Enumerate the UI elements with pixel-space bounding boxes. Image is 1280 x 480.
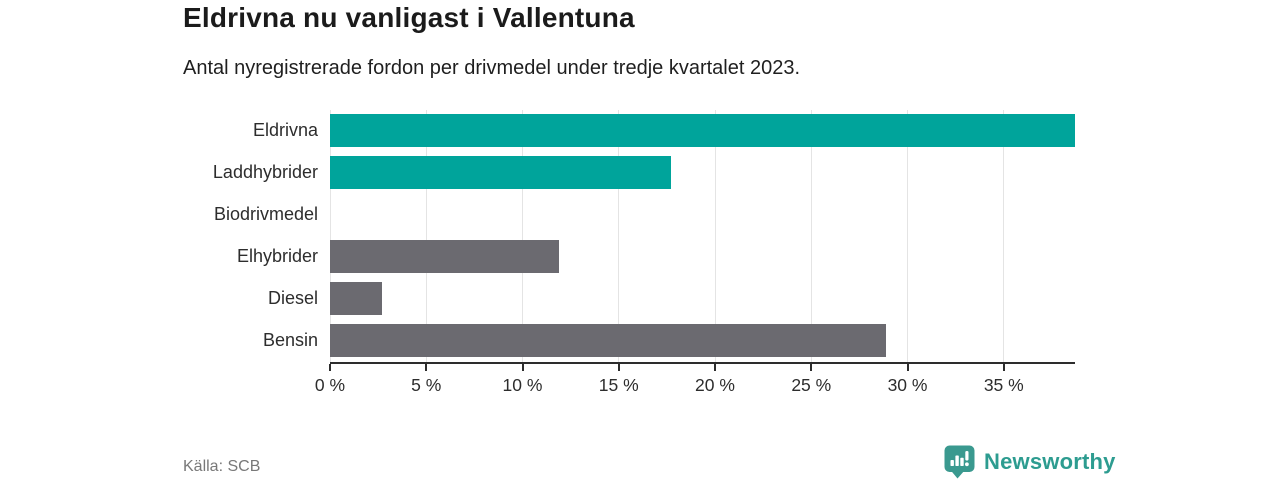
gridline-15	[618, 110, 620, 362]
category-label-elhybrider: Elhybrider	[236, 246, 318, 266]
x-axis-tick-label-10: 10 %	[502, 375, 543, 395]
category-label-biodrivmedel: Biodrivmedel	[213, 204, 318, 224]
x-axis-tick-5	[425, 364, 428, 371]
x-axis-tick-label-25: 25 %	[791, 375, 832, 395]
x-axis-tick-25	[810, 364, 813, 371]
x-axis-tick-label-30: 30 %	[887, 375, 928, 395]
x-axis-tick-label-0: 0 %	[314, 375, 346, 395]
chart-subtitle: Antal nyregistrerade fordon per drivmede…	[183, 57, 801, 79]
gridline-0	[329, 110, 331, 362]
plot-area: Eldrivna Laddhybrider Biodrivmedel Elhybrid…	[213, 110, 1075, 395]
x-axis-tick-label-35: 35 %	[983, 375, 1024, 395]
x-axis-tick-30	[906, 364, 909, 371]
bar-laddhybrider	[330, 156, 671, 189]
bar-eldrivna	[330, 114, 1075, 147]
source-label: Källa: SCB	[183, 458, 261, 475]
x-axis-tick-0	[329, 364, 331, 371]
category-label-bensin: Bensin	[262, 330, 318, 350]
newsworthy-chart-bubble-icon	[944, 445, 975, 479]
gridline-30	[907, 110, 909, 362]
x-axis-tick-label-15: 15 %	[598, 375, 639, 395]
x-axis-tick-20	[714, 364, 716, 371]
newsworthy-wordmark: Newsworthy	[984, 449, 1116, 474]
bar-bensin	[330, 324, 887, 357]
category-label-laddhybrider: Laddhybrider	[212, 162, 318, 182]
x-axis-tick-label-20: 20 %	[695, 375, 735, 395]
category-label-eldrivna: Eldrivna	[252, 120, 318, 140]
gridline-20	[714, 110, 716, 362]
gridline-5	[425, 110, 427, 362]
chart-title: Eldrivna nu vanligast i Vallentuna	[183, 2, 635, 33]
x-axis-line	[330, 362, 1075, 364]
bar-diesel	[330, 282, 382, 315]
gridline-35	[1003, 110, 1005, 362]
gridline-25	[810, 110, 812, 362]
gridline-10	[522, 110, 523, 362]
category-label-diesel: Diesel	[267, 288, 318, 308]
bar-elhybrider	[330, 240, 560, 273]
x-axis-tick-label-5: 5 %	[411, 375, 442, 395]
x-axis-tick-10	[521, 364, 524, 371]
x-axis-tick-15	[617, 364, 620, 371]
newsworthy-logo: Newsworthy	[944, 445, 1116, 479]
x-axis-tick-35	[1002, 364, 1005, 371]
